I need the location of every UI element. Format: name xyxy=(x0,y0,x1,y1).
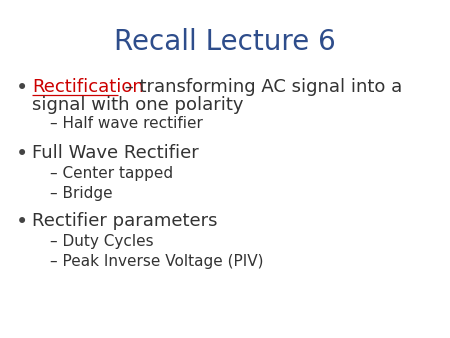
Text: – Half wave rectifier: – Half wave rectifier xyxy=(50,116,203,131)
Text: •: • xyxy=(16,78,28,98)
Text: Rectifier parameters: Rectifier parameters xyxy=(32,212,217,230)
Text: signal with one polarity: signal with one polarity xyxy=(32,96,243,114)
Text: Recall Lecture 6: Recall Lecture 6 xyxy=(114,28,336,56)
Text: Rectification: Rectification xyxy=(32,78,144,96)
Text: – Bridge: – Bridge xyxy=(50,186,112,201)
Text: – Duty Cycles: – Duty Cycles xyxy=(50,234,153,249)
Text: – transforming AC signal into a: – transforming AC signal into a xyxy=(119,78,402,96)
Text: •: • xyxy=(16,212,28,232)
Text: Full Wave Rectifier: Full Wave Rectifier xyxy=(32,144,199,162)
Text: •: • xyxy=(16,144,28,164)
Text: – Peak Inverse Voltage (PIV): – Peak Inverse Voltage (PIV) xyxy=(50,254,264,269)
Text: – Center tapped: – Center tapped xyxy=(50,166,173,181)
